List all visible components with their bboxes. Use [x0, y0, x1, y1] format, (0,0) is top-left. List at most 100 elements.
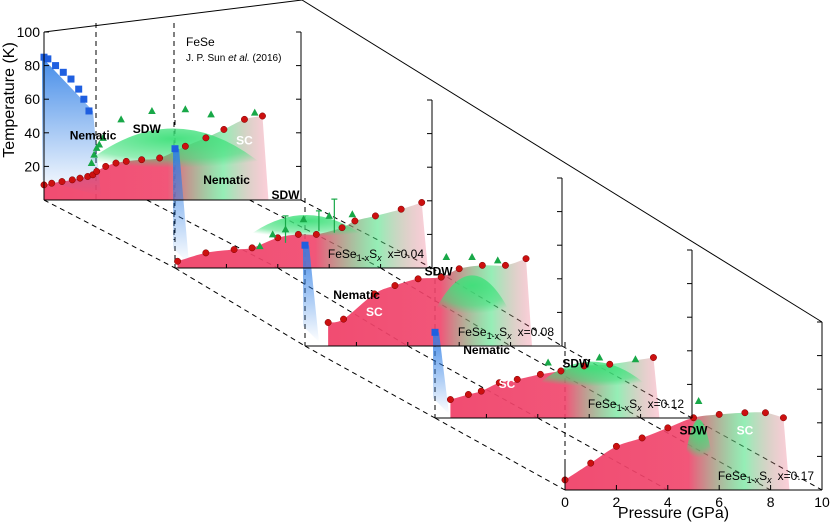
sdw-dome	[684, 419, 713, 460]
y-axis-label: Temperature (K)	[1, 42, 18, 158]
sdw-point	[250, 108, 259, 116]
baseline-guide	[407, 345, 539, 419]
sc-point	[230, 246, 238, 253]
sc-point	[122, 157, 130, 165]
panel-4: SDW SC FeSe1-xSx x=0.17	[561, 396, 814, 490]
sdw-point	[493, 256, 502, 264]
sdw-point	[694, 396, 703, 404]
baseline-diagonal	[304, 345, 436, 419]
sc-point	[741, 409, 749, 417]
sc-point	[414, 275, 422, 283]
nematic-point	[67, 75, 75, 83]
baseline-guide	[146, 199, 279, 269]
sc-point	[312, 230, 320, 238]
sc-dome	[565, 412, 790, 490]
reference-compound: FeSe	[186, 35, 215, 49]
sdw-point	[299, 215, 308, 223]
sc-point	[274, 234, 282, 242]
sc-point	[294, 230, 302, 238]
sdw-point	[595, 353, 604, 361]
sdw-point	[631, 355, 640, 363]
composition-label: FeSe1-xSx x=0.04	[328, 247, 424, 263]
sc-point	[93, 167, 101, 175]
sc-point	[220, 125, 228, 133]
sc-point	[202, 249, 210, 257]
baseline-diagonal	[174, 267, 306, 347]
sc-point	[58, 178, 66, 185]
sc-point	[340, 315, 347, 323]
nematic-region	[303, 245, 319, 342]
sc-point	[181, 142, 189, 150]
sc-point	[174, 257, 182, 265]
sc-point	[557, 367, 565, 375]
sc-point	[68, 176, 76, 184]
sc-point	[259, 112, 266, 120]
phase-label-sc: SC	[499, 377, 516, 391]
sc-point	[370, 290, 378, 298]
phase-label-nematic: Nematic	[203, 173, 250, 187]
phase-label-sc: SC	[366, 305, 383, 319]
nematic-point	[59, 68, 67, 76]
panel-1: Nematic SDW SC FeSe1-xSx x=0.04	[171, 145, 428, 268]
sc-point	[612, 442, 620, 450]
y-tick-label: 80	[24, 58, 40, 74]
x-tick-label: 8	[767, 494, 775, 510]
x-tick-label: 10	[814, 494, 830, 510]
nematic-point	[431, 328, 439, 336]
x-axis-label: Pressure (GPa)	[618, 505, 729, 522]
sc-point	[241, 115, 248, 123]
sdw-point	[256, 242, 264, 250]
baseline-diagonal	[43, 199, 176, 269]
sc-point	[138, 156, 146, 164]
sc-point	[391, 282, 399, 289]
sc-point	[102, 162, 110, 170]
sc-point	[638, 434, 646, 442]
nematic-point	[44, 55, 52, 63]
composition-label: FeSe1-xSx x=0.17	[718, 469, 814, 485]
sdw-point	[148, 106, 156, 114]
sc-point	[478, 261, 486, 269]
sdw-point	[325, 211, 333, 219]
frame-edge-top	[43, 0, 303, 33]
phase-label-sdw: SDW	[562, 357, 591, 371]
sdw-point	[99, 133, 107, 141]
sc-point	[522, 255, 530, 263]
nematic-point	[171, 145, 179, 153]
sc-point	[780, 414, 787, 422]
sdw-point	[544, 358, 552, 366]
nematic-point	[85, 107, 93, 115]
sc-point	[455, 265, 463, 273]
sc-point	[664, 424, 672, 432]
sc-point	[324, 319, 332, 326]
sc-point	[397, 205, 405, 213]
sdw-dome	[432, 275, 512, 316]
sc-point	[248, 244, 256, 252]
nematic-point	[75, 85, 83, 93]
y-tick-label: 60	[24, 91, 40, 107]
sc-point	[477, 387, 485, 395]
sdw-point	[468, 252, 476, 260]
phase-label-sdw: SDW	[425, 264, 454, 278]
sdw-point	[348, 210, 357, 218]
x-tick-label: 0	[561, 494, 569, 510]
sc-point	[437, 273, 445, 281]
sc-point	[580, 362, 588, 370]
sdw-dome	[245, 215, 367, 238]
composition-label: FeSe1-xSx x=0.12	[588, 397, 684, 413]
sc-point	[495, 379, 503, 387]
sdw-point	[87, 159, 96, 167]
phase-label-sc: SC	[737, 424, 754, 438]
sc-point	[650, 354, 657, 361]
sc-point	[536, 370, 544, 378]
reference-citation: J. P. Sun et al. (2016)	[186, 53, 281, 64]
phase-label-sdw: SDW	[133, 122, 162, 136]
sdw-point	[90, 150, 98, 158]
sc-point	[372, 212, 379, 220]
sc-point	[587, 459, 595, 467]
sc-point	[502, 261, 509, 269]
y-tick-label: 40	[24, 125, 40, 141]
nematic-region	[173, 148, 189, 264]
sc-point	[156, 154, 164, 162]
sc-point	[513, 375, 521, 383]
